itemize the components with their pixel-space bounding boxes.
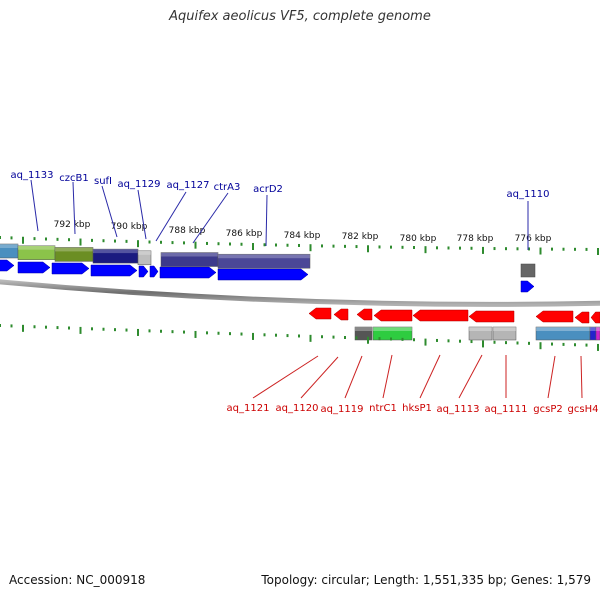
scale-label: 788 kbp (169, 226, 206, 236)
feature-highlight (373, 327, 412, 331)
callout-line (252, 355, 319, 399)
scale-labels: 792 kbp 790 kbp 788 kbp 786 kbp 784 kbp … (54, 220, 552, 244)
feature-highlight (493, 327, 516, 331)
feature-box (520, 263, 536, 278)
gene-label-gcsP2[interactable]: gcsP2 (533, 404, 562, 415)
feature-highlight (469, 327, 492, 331)
gene-arrow (90, 264, 138, 277)
scale-label: 792 kbp (54, 220, 91, 230)
genome-title: Aquifex aeolicus VF5, complete genome (169, 9, 431, 24)
gene-arrow (138, 265, 149, 278)
callout-line (137, 189, 147, 240)
gene-label-aq_1120[interactable]: aq_1120 (276, 403, 319, 414)
callout-line (344, 355, 363, 399)
gene-label-ctrA3[interactable]: ctrA3 (214, 182, 241, 193)
gene-label-gcsH4[interactable]: gcsH4 (568, 404, 599, 415)
gene-arrow (159, 266, 217, 279)
gene-arrow (0, 259, 15, 272)
gene-arrow (535, 310, 574, 323)
callout-line (547, 355, 556, 399)
callout-line (458, 354, 483, 399)
gene-arrow (333, 308, 349, 321)
scale-label: 784 kbp (284, 231, 321, 241)
gene-label-aq_1127[interactable]: aq_1127 (167, 180, 210, 191)
gene-label-aq_1121[interactable]: aq_1121 (227, 403, 270, 414)
feature-highlight (536, 327, 590, 331)
gene-label-aq_1133[interactable]: aq_1133 (11, 170, 54, 181)
callout-line (300, 356, 339, 399)
callout-line (101, 185, 118, 238)
gene-label-czcB1[interactable]: czcB1 (59, 173, 88, 184)
gene-label-aq_1113[interactable]: aq_1113 (437, 404, 480, 415)
reverse-gene-labels: aq_1121 aq_1120 aq_1119 ntrC1 hksP1 aq_1… (227, 403, 599, 415)
gene-arrow (468, 310, 515, 323)
forward-strand-features (0, 243, 536, 278)
gene-arrow (51, 262, 90, 275)
gene-label-aq_1119[interactable]: aq_1119 (321, 404, 364, 415)
gene-arrow (574, 311, 590, 324)
feature-highlight (596, 327, 600, 331)
feature-highlight (55, 247, 93, 252)
scale-label: 782 kbp (342, 232, 379, 242)
gene-label-aq_1129[interactable]: aq_1129 (118, 179, 161, 190)
callout-line (155, 191, 187, 242)
reverse-strand-genes (308, 307, 600, 324)
feature-highlight (0, 244, 18, 248)
accession-text: Accession: NC_000918 (9, 573, 146, 587)
feature-highlight (93, 249, 138, 254)
gene-arrow (520, 280, 535, 293)
feature-highlight (590, 327, 596, 331)
gene-label-sufI[interactable]: sufI (94, 176, 112, 187)
lower-scale-ticks (0, 324, 599, 351)
forward-gene-labels: aq_1133 czcB1 sufI aq_1129 aq_1127 ctrA3… (11, 170, 550, 200)
forward-strand-genes (0, 259, 535, 293)
gene-arrow (356, 308, 373, 321)
gene-arrow (590, 311, 600, 324)
feature-highlight (218, 254, 310, 259)
callout-line (265, 194, 268, 247)
scale-label: 780 kbp (400, 234, 437, 244)
scale-label: 786 kbp (226, 229, 263, 239)
forward-callout-lines (30, 179, 529, 250)
genome-stats-text: Topology: circular; Length: 1,551,335 bp… (261, 573, 591, 587)
callout-line (382, 354, 393, 399)
feature-box (468, 326, 493, 341)
feature-box (372, 326, 413, 341)
scale-label: 778 kbp (457, 234, 494, 244)
reverse-strand-features (354, 326, 600, 341)
gene-arrow (149, 265, 159, 278)
gene-label-acrD2[interactable]: acrD2 (253, 184, 283, 195)
feature-highlight (161, 252, 218, 257)
upper-scale-ticks (0, 236, 599, 255)
feature-highlight (18, 245, 55, 250)
feature-box (137, 250, 152, 266)
callout-line (580, 355, 583, 399)
gene-label-aq_1111[interactable]: aq_1111 (485, 404, 528, 415)
gene-label-aq_1110[interactable]: aq_1110 (507, 189, 550, 200)
gene-arrow (217, 268, 309, 281)
callout-line (419, 354, 441, 399)
genome-backbone (0, 279, 600, 307)
gene-label-hksP1[interactable]: hksP1 (402, 403, 432, 414)
scale-label: 790 kbp (111, 222, 148, 232)
feature-highlight (138, 250, 151, 255)
feature-box (595, 326, 600, 341)
gene-arrow (308, 307, 332, 320)
gene-arrow (412, 309, 469, 322)
callout-line (72, 181, 76, 235)
callout-line (192, 192, 229, 244)
gene-arrow (373, 309, 413, 322)
feature-box (492, 326, 517, 341)
scale-label: 776 kbp (515, 234, 552, 244)
callout-line (30, 179, 39, 232)
feature-highlight (355, 327, 372, 331)
reverse-callout-lines (252, 354, 583, 399)
gene-label-ntrC1[interactable]: ntrC1 (369, 403, 397, 414)
gene-arrow (17, 261, 51, 274)
feature-box (217, 253, 311, 269)
